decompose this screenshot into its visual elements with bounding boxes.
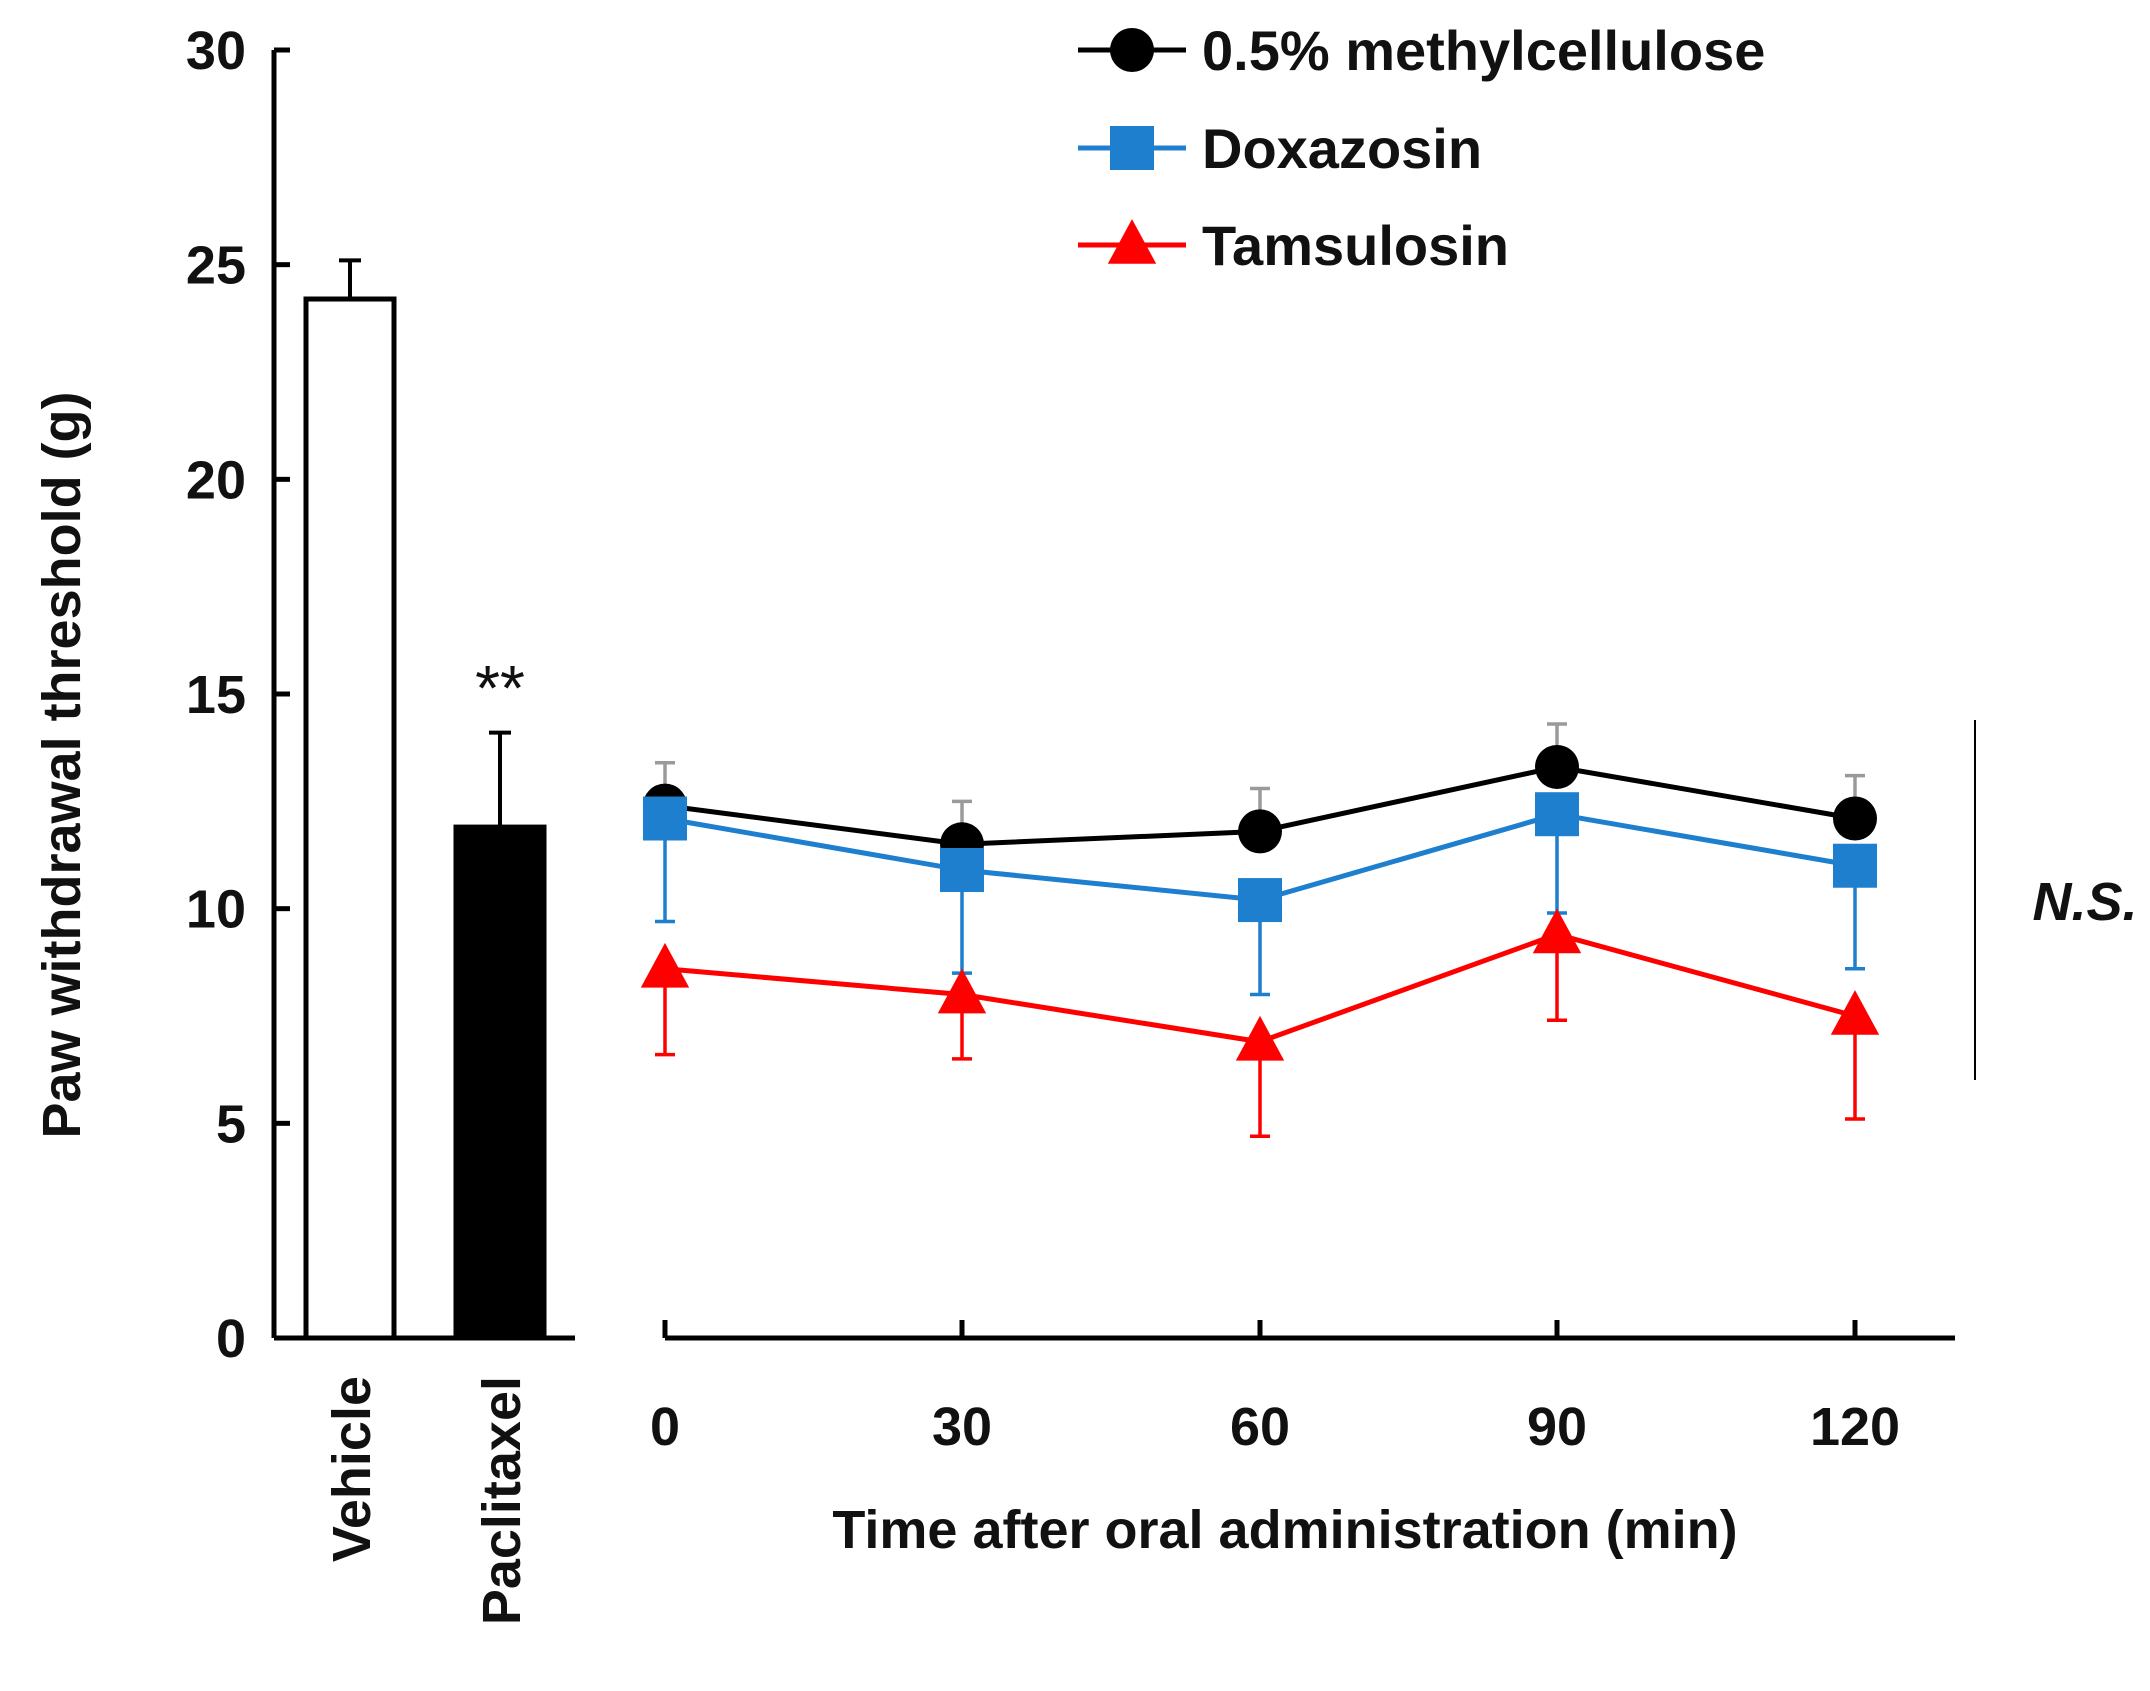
legend-label: 0.5% methylcellulose (1202, 19, 1765, 82)
x-tick-label: 90 (1527, 1397, 1587, 1457)
y-axis-title: Paw withdrawal threshold (g) (32, 391, 92, 1138)
marker-square (1535, 792, 1579, 837)
legend: 0.5% methylcellulose Doxazosin Tamsulosin (1078, 19, 1765, 277)
x-tick-label: 120 (1810, 1397, 1900, 1457)
marker-square (940, 848, 984, 893)
ns-annotation: N.S. (2032, 872, 2137, 932)
series-doxazosin (643, 792, 1877, 997)
marker-triangle (1532, 908, 1582, 954)
legend-item: Doxazosin (1078, 117, 1482, 180)
y-tick-label: 25 (186, 236, 246, 296)
marker-circle (1110, 28, 1154, 72)
bar-category-label: Paclitaxel (472, 1376, 532, 1625)
y-tick-label: 15 (186, 665, 246, 725)
x-tick-label: 60 (1230, 1397, 1290, 1457)
y-tick-label: 30 (186, 21, 246, 81)
marker-triangle (1107, 219, 1157, 264)
y-tick-label: 0 (216, 1309, 246, 1369)
marker-triangle (1830, 990, 1880, 1035)
bar-panel: 0 5 10 15 20 25 30 Vehicle Paclitaxel (186, 21, 575, 1625)
marker-square (1833, 843, 1877, 888)
significance-asterisks: ** (475, 652, 525, 724)
marker-circle (1833, 796, 1877, 841)
marker-square (1110, 126, 1154, 170)
bar-vehicle (303, 296, 397, 1341)
x-tick-label: 30 (932, 1397, 992, 1457)
marker-square (1238, 878, 1282, 923)
line-panel: 0 30 60 90 120 (640, 722, 1955, 1457)
marker-square (643, 796, 687, 841)
bar-paclitaxel (453, 824, 547, 1341)
series-tamsulosin (640, 908, 1880, 1138)
legend-item: 0.5% methylcellulose (1078, 19, 1765, 82)
y-tick-label: 20 (186, 450, 246, 510)
marker-triangle (937, 968, 987, 1014)
x-tick-label: 0 (650, 1397, 680, 1457)
bar-category-label: Vehicle (322, 1376, 382, 1562)
legend-label: Doxazosin (1202, 117, 1482, 180)
y-tick-label: 10 (186, 880, 246, 940)
marker-triangle (1235, 1015, 1285, 1061)
x-axis-title: Time after oral administration (min) (832, 1500, 1737, 1560)
marker-triangle (640, 942, 690, 988)
marker-circle (1238, 809, 1282, 854)
legend-label: Tamsulosin (1202, 214, 1509, 277)
y-tick-label: 5 (216, 1094, 246, 1154)
marker-circle (1535, 744, 1579, 789)
legend-item: Tamsulosin (1078, 214, 1509, 277)
